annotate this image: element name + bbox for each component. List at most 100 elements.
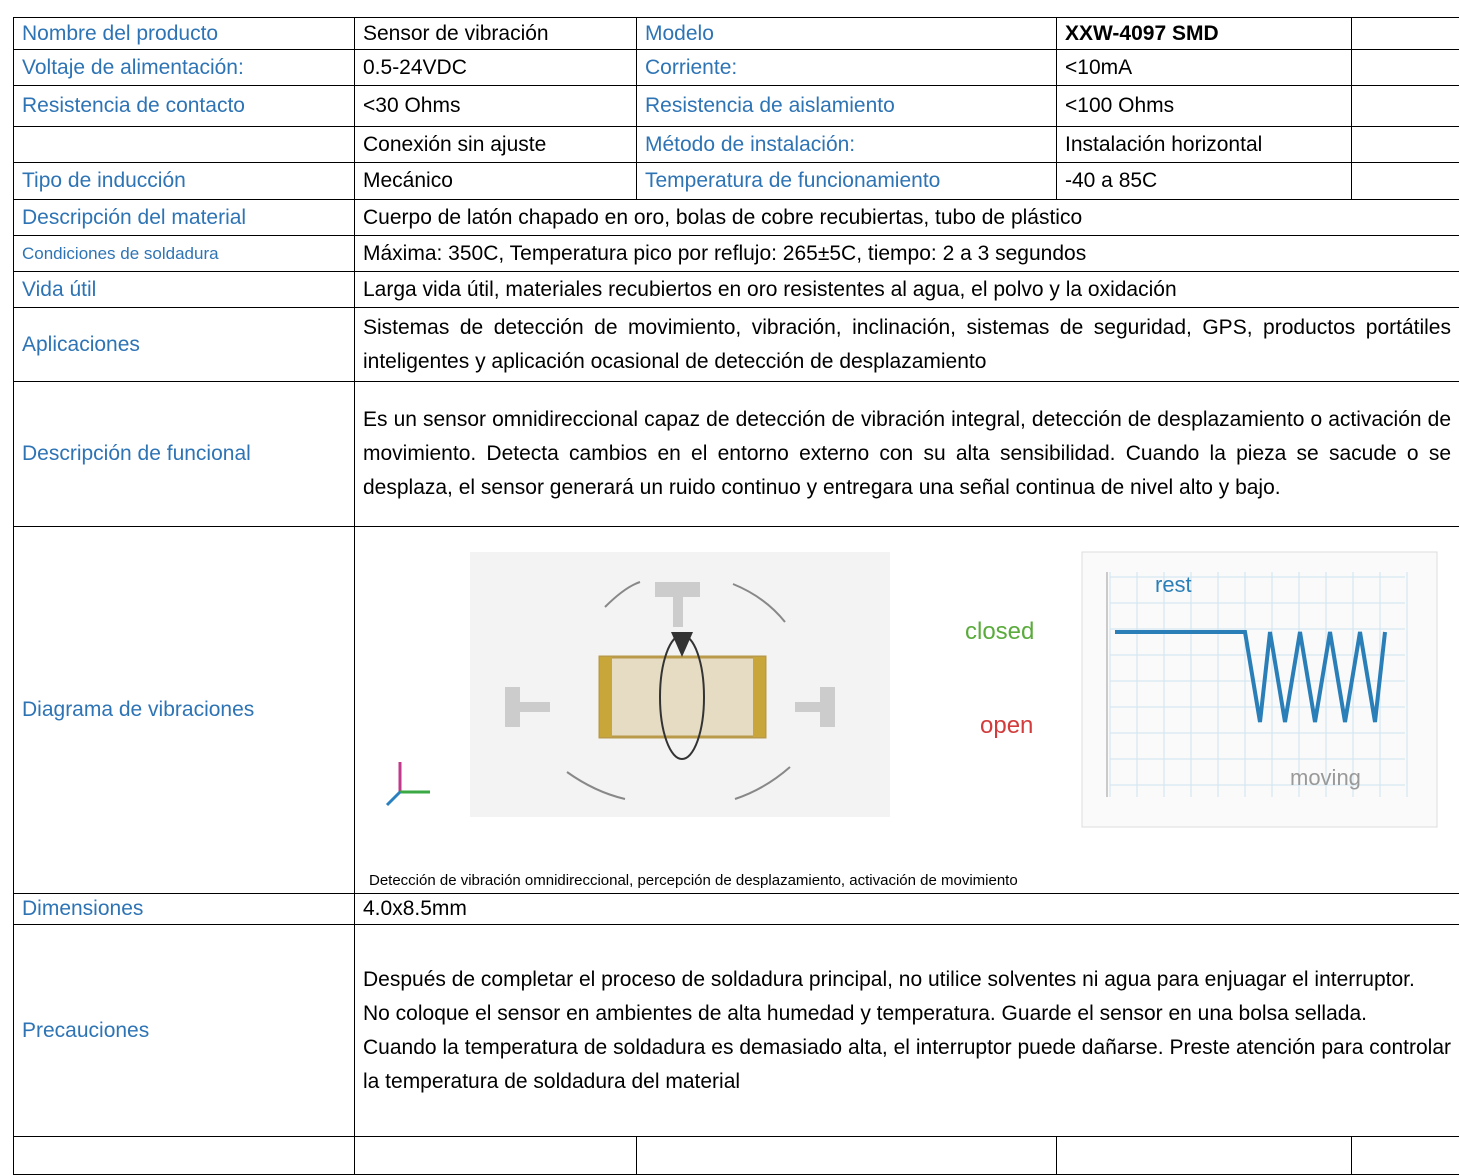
hammer (655, 582, 700, 597)
arrow (734, 766, 791, 800)
value-cell: Máxima: 350C, Temperatura pico por reflu… (354, 235, 1459, 272)
empty-cell (1351, 126, 1459, 163)
label-cell: Corriente: (636, 49, 1057, 86)
cell-text: Máxima: 350C, Temperatura pico por reflu… (363, 241, 1087, 265)
label-cell: Voltaje de alimentación: (13, 49, 355, 86)
label-cell: Dimensiones (13, 893, 355, 925)
cell-text: Descripción del material (22, 205, 247, 229)
value-cell: Instalación horizontal (1056, 126, 1352, 163)
arrow (732, 583, 786, 623)
value-cell: Sistemas de detección de movimiento, vib… (354, 307, 1459, 382)
cell-text: Es un sensor omnidireccional capaz de de… (363, 408, 1451, 499)
cell-text: Diagrama de vibraciones (22, 698, 255, 721)
value-cell: <100 Ohms (1056, 85, 1352, 127)
cell-text: Resistencia de aislamiento (645, 94, 895, 117)
paragraph: Cuando la temperatura de soldadura es de… (363, 1035, 1451, 1093)
cell-text: Mecánico (363, 169, 453, 192)
cell-text: 0.5-24VDC (363, 55, 467, 79)
empty-cell (1351, 1136, 1459, 1175)
sensor (598, 655, 767, 739)
cell-text: Sensor de vibración (363, 21, 549, 45)
hammer (673, 597, 683, 627)
state-label: rest (1155, 572, 1192, 597)
label-cell: Nombre del producto (13, 17, 355, 50)
label-cell: Temperatura de funcionamiento (636, 162, 1057, 200)
label-cell: Condiciones de soldadura (13, 235, 355, 272)
empty-cell (1351, 85, 1459, 127)
cell-text: <10mA (1065, 55, 1133, 79)
value-cell: Es un sensor omnidireccional capaz de de… (354, 381, 1459, 527)
value-cell: XXW-4097 SMD (1056, 17, 1352, 50)
empty-cell (1351, 49, 1459, 86)
cell-text: 4.0x8.5mm (363, 897, 467, 920)
paragraphs: Después de completar el proceso de solda… (363, 963, 1451, 1099)
label-cell: Tipo de inducción (13, 162, 355, 200)
value-cell: Larga vida útil, materiales recubiertos … (354, 271, 1459, 308)
axis-icon (385, 790, 402, 807)
value-cell: <30 Ohms (354, 85, 637, 127)
cell-text: Larga vida útil, materiales recubiertos … (363, 277, 1177, 301)
arrow (566, 771, 626, 800)
caption: Detección de vibración omnidireccional, … (369, 872, 1018, 889)
hammer (795, 702, 820, 712)
diagram-cell: closed open rest moving Detección de vibraci… (354, 526, 1459, 894)
chart-bg (1081, 551, 1438, 828)
paragraph: No coloque el sensor en ambientes de alt… (363, 1001, 1367, 1025)
label-cell: Precauciones (13, 924, 355, 1137)
empty-cell (354, 1136, 637, 1175)
value-cell: Mecánico (354, 162, 637, 200)
label-cell: Diagrama de vibraciones (13, 526, 355, 894)
cell-text: Vida útil (22, 277, 97, 301)
cell-text: Método de instalación: (645, 132, 856, 156)
label-cell: Resistencia de aislamiento (636, 85, 1057, 127)
empty-cell (636, 1136, 1057, 1175)
label-cell: Modelo (636, 17, 1057, 50)
cell-text: Corriente: (645, 55, 738, 79)
sensor-cap (600, 657, 612, 737)
empty-cell (13, 1136, 355, 1175)
cell-text: Voltaje de alimentación: (22, 55, 244, 79)
arrow (604, 581, 641, 608)
cell-text: <30 Ohms (363, 94, 461, 117)
label-cell: Descripción de funcional (13, 381, 355, 527)
state-label: closed (965, 618, 1034, 645)
cell-text: Nombre del producto (22, 21, 219, 45)
cell-text: Instalación horizontal (1065, 132, 1263, 156)
hammer (505, 687, 520, 727)
label-cell: Descripción del material (13, 199, 355, 236)
cell-text: Precauciones (22, 1018, 150, 1042)
sensor-cap (753, 657, 765, 737)
label-cell: Método de instalación: (636, 126, 1057, 163)
cell-text: Temperatura de funcionamiento (645, 169, 941, 192)
paragraph: Después de completar el proceso de solda… (363, 967, 1415, 991)
cell-text: Tipo de inducción (22, 169, 186, 192)
cell-text: Aplicaciones (22, 332, 140, 356)
value-cell: 0.5-24VDC (354, 49, 637, 86)
state-label: open (980, 712, 1033, 739)
cell-text: Modelo (645, 21, 714, 45)
cell-text: Descripción de funcional (22, 442, 251, 465)
label-cell: Aplicaciones (13, 307, 355, 382)
cell-text: Sistemas de detección de movimiento, vib… (363, 315, 1451, 373)
empty-cell (1351, 162, 1459, 200)
hammer (820, 687, 835, 727)
cell-text: Dimensiones (22, 897, 144, 920)
cell-text: <100 Ohms (1065, 94, 1175, 117)
arrow (671, 632, 693, 657)
cell-text: Condiciones de soldadura (22, 243, 219, 263)
value-cell: Conexión sin ajuste (354, 126, 637, 163)
cell-text: Conexión sin ajuste (363, 132, 547, 156)
value-cell: 4.0x8.5mm (354, 893, 1459, 925)
cell-text: Cuerpo de latón chapado en oro, bolas de… (363, 205, 1083, 229)
vibration-diagram: closed open rest moving Detección de vibraci… (369, 551, 1438, 889)
waveform (1115, 630, 1387, 723)
label-cell: Vida útil (13, 271, 355, 308)
value-cell: Cuerpo de latón chapado en oro, bolas de… (354, 199, 1459, 236)
value-cell: <10mA (1056, 49, 1352, 86)
value-cell: Después de completar el proceso de solda… (354, 924, 1459, 1137)
value-cell: -40 a 85C (1056, 162, 1352, 200)
empty-cell (1351, 17, 1459, 50)
value-cell: Sensor de vibración (354, 17, 637, 50)
empty-cell (1056, 1136, 1352, 1175)
